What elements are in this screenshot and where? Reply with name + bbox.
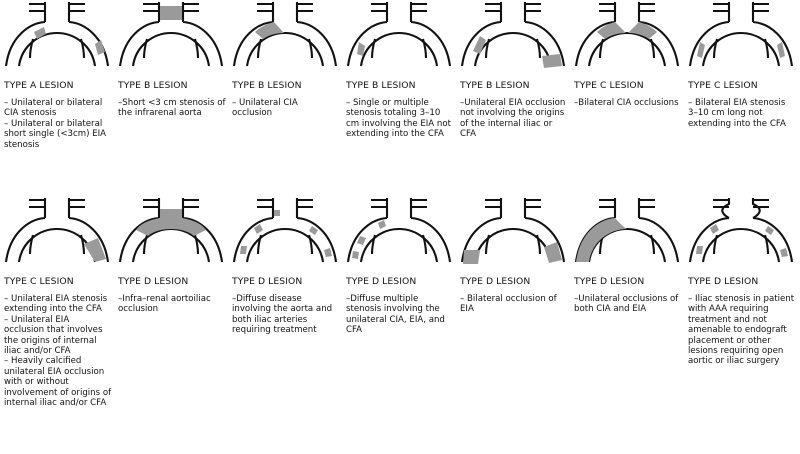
lesion-left-cia (255, 22, 284, 39)
panel-9: TYPE D LESION –Infra–renal aortoiliac oc… (114, 196, 228, 315)
lesion-left-cia (597, 22, 626, 39)
lesion-left-eia (357, 42, 365, 56)
lesion-description: –Short <3 cm stenosis of the infrarenal … (118, 98, 226, 119)
lesion-description: – Bilateral occlusion of EIA (460, 294, 557, 315)
panel-1: TYPE A LESION – Unilateral or bilateral … (0, 0, 114, 150)
iliac-diagram (4, 0, 110, 68)
lesion-right-eia (542, 54, 562, 68)
lesion-aorta-patch (274, 210, 280, 216)
lesion-right-cia (628, 22, 657, 39)
lesion-type-title: TYPE D LESION (688, 276, 759, 287)
lesion-right-patch (309, 226, 318, 235)
lesion-aorta (160, 6, 182, 20)
lesion-right-eia (544, 242, 562, 263)
panel-5: TYPE B LESION –Unilateral EIA occlusion … (456, 0, 570, 140)
panel-7: TYPE C LESION – Bilateral EIA stenosis 3… (684, 0, 798, 129)
lesion-description: –Unilateral occlusions of both CIA and E… (574, 294, 679, 315)
iliac-diagram (574, 0, 680, 68)
lesion-left-eia (473, 36, 486, 54)
lesion-type-title: TYPE C LESION (688, 80, 758, 91)
lesion-description: – Unilateral EIA stenosis extending into… (4, 294, 112, 409)
lesion-description: – Single or multiple stenosis totaling 3… (346, 98, 451, 140)
panel-2: TYPE B LESION –Short <3 cm stenosis of t… (114, 0, 228, 119)
iliac-diagram (118, 196, 224, 264)
lesion-description: –Diffuse multiple stenosis involving the… (346, 294, 445, 336)
lesion-right-patch (780, 248, 788, 257)
panel-4: TYPE B LESION – Single or multiple steno… (342, 0, 456, 140)
lesion-right-patch (324, 248, 332, 257)
lesion-left-cia-eia (576, 218, 627, 262)
lesion-type-title: TYPE D LESION (232, 276, 303, 287)
lesion-left-eia (697, 42, 705, 58)
iliac-diagram (346, 0, 452, 68)
lesion-type-title: TYPE C LESION (574, 80, 644, 91)
lesion-type-title: TYPE B LESION (232, 80, 302, 91)
iliac-diagram (4, 196, 110, 264)
iliac-diagram (574, 196, 680, 264)
panel-14: TYPE D LESION – Iliac stenosis in patien… (684, 196, 798, 367)
lesion-left-eia (463, 250, 480, 264)
lesion-type-title: TYPE D LESION (460, 276, 531, 287)
iliac-diagram (232, 0, 338, 68)
lesion-description: –Infra–renal aortoiliac occlusion (118, 294, 211, 315)
lesion-left-patch (240, 246, 247, 254)
lesion-type-title: TYPE D LESION (118, 276, 189, 287)
lesion-left-patch (710, 224, 719, 234)
lesion-type-title: TYPE B LESION (346, 80, 416, 91)
lesion-type-title: TYPE A LESION (4, 80, 74, 91)
lesion-type-title: TYPE B LESION (460, 80, 530, 91)
lesion-left-patch (254, 224, 263, 234)
lesion-description: –Unilateral EIA occlusion not involving … (460, 98, 566, 140)
lesion-type-title: TYPE D LESION (574, 276, 645, 287)
panel-10: TYPE D LESION –Diffuse disease involving… (228, 196, 342, 336)
panel-13: TYPE D LESION –Unilateral occlusions of … (570, 196, 684, 315)
lesion-right-patch (765, 226, 774, 235)
lesion-left-patch (696, 246, 703, 254)
iliac-diagram (460, 196, 566, 264)
panel-8: TYPE C LESION – Unilateral EIA stenosis … (0, 196, 114, 408)
iliac-diagram (460, 0, 566, 68)
lesion-description: – Unilateral CIA occlusion (232, 98, 298, 119)
panel-6: TYPE C LESION –Bilateral CIA occlusions (570, 0, 684, 108)
lesion-right-eia-cfa (84, 238, 106, 262)
iliac-diagram (232, 196, 338, 264)
panel-3: TYPE B LESION – Unilateral CIA occlusion (228, 0, 342, 119)
lesion-right-eia (777, 42, 785, 58)
lesion-left-patch (378, 220, 386, 229)
lesion-description: – Unilateral or bilateral CIA stenosis –… (4, 98, 107, 150)
iliac-diagram (118, 0, 224, 68)
lesion-left-patch (352, 251, 359, 259)
lesion-type-title: TYPE D LESION (346, 276, 417, 287)
lesion-type-title: TYPE B LESION (118, 80, 188, 91)
lesion-description: – Bilateral EIA stenosis 3–10 cm long no… (688, 98, 786, 129)
iliac-diagram (688, 0, 794, 68)
iliac-diagram-aaa (688, 196, 794, 264)
lesion-description: –Diffuse disease involving the aorta and… (232, 294, 333, 336)
lesion-description: –Bilateral CIA occlusions (574, 98, 679, 108)
lesion-aortoiliac (136, 209, 206, 236)
panel-11: TYPE D LESION –Diffuse multiple stenosis… (342, 196, 456, 336)
lesion-right-eia (95, 40, 105, 55)
lesion-type-title: TYPE C LESION (4, 276, 74, 287)
lesion-left-cia (34, 27, 46, 39)
panel-12: TYPE D LESION – Bilateral occlusion of E… (456, 196, 570, 315)
lesion-description: – Iliac stenosis in patient with AAA req… (688, 294, 795, 367)
iliac-diagram (346, 196, 452, 264)
lesion-left-patch (357, 236, 366, 245)
